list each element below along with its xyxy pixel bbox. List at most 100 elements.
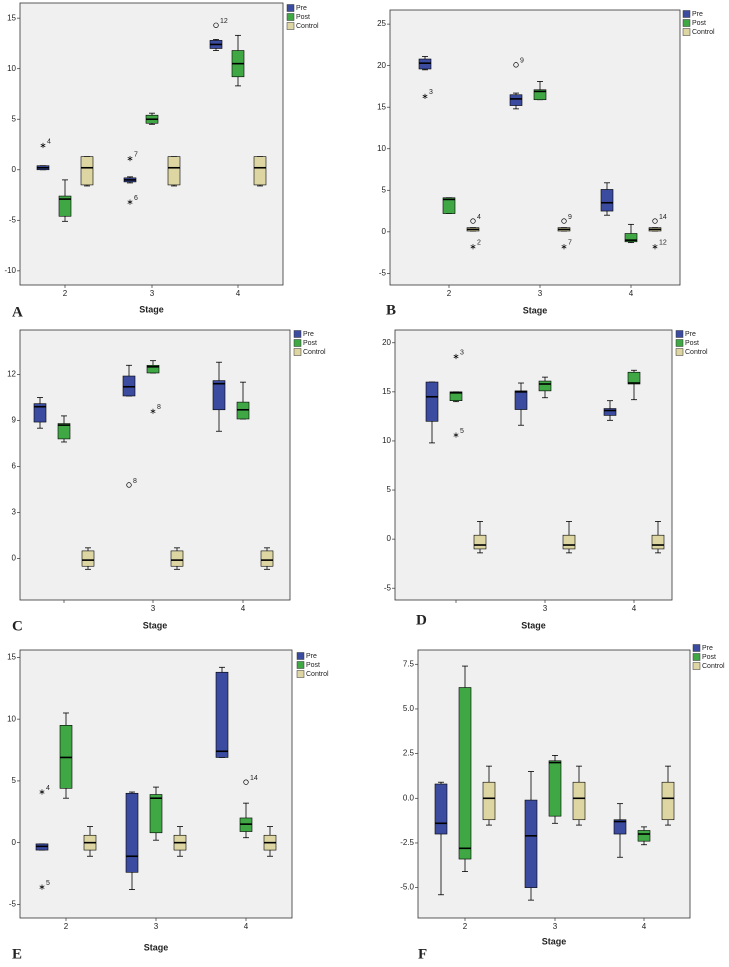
outlier bbox=[126, 482, 132, 488]
outlier bbox=[243, 779, 249, 785]
x-tick-label: 4 bbox=[632, 604, 637, 613]
box bbox=[442, 197, 456, 214]
plot-area bbox=[19, 329, 291, 601]
box bbox=[514, 390, 528, 410]
legend-label: Control bbox=[685, 349, 708, 356]
box bbox=[548, 760, 562, 817]
panel: 15 10 5 0 -5 2 3 4 Stage E Pre 4 5 Post 14 Control bbox=[7, 649, 329, 962]
y-tick-label: 5 bbox=[382, 185, 387, 194]
x-axis-label: Stage bbox=[143, 620, 168, 630]
legend-label: Pre bbox=[296, 5, 307, 12]
x-tick-label: 3 bbox=[150, 289, 155, 298]
x-axis-label: Stage bbox=[521, 620, 546, 630]
legend-label: Control bbox=[702, 663, 725, 670]
outlier-label: 3 bbox=[460, 349, 464, 356]
outlier bbox=[453, 353, 459, 360]
legend-label: Post bbox=[296, 14, 310, 21]
x-tick-label: 3 bbox=[553, 922, 558, 931]
legend-swatch bbox=[296, 670, 305, 678]
box bbox=[603, 408, 617, 416]
legend-label: Post bbox=[303, 340, 317, 347]
x-tick-label: 4 bbox=[236, 289, 241, 298]
y-tick-label: 9 bbox=[12, 416, 17, 425]
y-tick-label: 10 bbox=[7, 714, 16, 723]
outlier-label: 9 bbox=[568, 214, 572, 221]
y-tick-label: 3 bbox=[12, 508, 17, 517]
y-tick-label: 5.0 bbox=[403, 704, 415, 713]
box bbox=[533, 89, 547, 101]
x-tick-label: 2 bbox=[63, 289, 68, 298]
outlier bbox=[470, 244, 476, 250]
outlier bbox=[422, 93, 428, 100]
x-tick-label: 2 bbox=[447, 289, 452, 298]
outlier bbox=[561, 244, 567, 250]
x-tick-label: 2 bbox=[463, 922, 468, 931]
outlier-label: 8 bbox=[133, 478, 137, 485]
outlier bbox=[39, 884, 45, 890]
box bbox=[80, 156, 94, 186]
box bbox=[167, 156, 181, 186]
panel-label: E bbox=[12, 946, 22, 962]
box bbox=[509, 94, 523, 106]
outlier-label: 12 bbox=[659, 240, 667, 247]
y-tick-label: -5.0 bbox=[400, 883, 414, 892]
legend-swatch bbox=[675, 339, 684, 347]
legend-swatch bbox=[692, 662, 701, 670]
y-tick-label: 7.5 bbox=[403, 659, 415, 668]
outlier-label: 5 bbox=[46, 880, 50, 887]
box bbox=[613, 819, 627, 835]
x-axis-label: Stage bbox=[144, 942, 169, 952]
panel: 20 15 10 5 0 -5 3 4 Stage D Pre Post 3 5 Control bbox=[382, 329, 708, 630]
panel-label: F bbox=[418, 946, 427, 962]
outlier-label: 2 bbox=[477, 240, 481, 247]
outlier bbox=[513, 62, 519, 68]
legend-swatch bbox=[286, 13, 295, 21]
panel: 15 10 5 0 -5 -10 2 3 4 Stage A Pre 4 7 6 12 Post Control bbox=[4, 2, 319, 320]
outlier bbox=[150, 408, 156, 414]
y-tick-label: -5 bbox=[384, 583, 392, 592]
x-tick-label: 3 bbox=[154, 922, 159, 931]
plot-area bbox=[394, 329, 673, 601]
box bbox=[58, 195, 72, 217]
legend-swatch bbox=[682, 10, 691, 18]
outlier-label: 5 bbox=[460, 428, 464, 435]
outlier bbox=[470, 218, 476, 224]
outlier-label: 4 bbox=[477, 214, 481, 221]
y-tick-label: 0 bbox=[12, 554, 17, 563]
y-tick-label: -5 bbox=[379, 268, 387, 277]
box bbox=[253, 156, 267, 186]
box bbox=[212, 380, 226, 411]
x-tick-label: 4 bbox=[629, 289, 634, 298]
panel: 7.5 5.0 2.5 0.0 -2.5 -5.0 2 3 4 Stage F Pre Post Cont… bbox=[400, 644, 725, 962]
y-tick-label: 15 bbox=[7, 653, 16, 662]
x-tick-label: 2 bbox=[64, 922, 69, 931]
outlier-label: 8 bbox=[157, 404, 161, 411]
outlier-label: 7 bbox=[134, 151, 138, 158]
legend-swatch bbox=[286, 4, 295, 12]
y-tick-label: 20 bbox=[377, 61, 386, 70]
legend-swatch bbox=[296, 661, 305, 669]
x-tick-label: 4 bbox=[241, 604, 246, 613]
legend-label: Pre bbox=[685, 331, 696, 338]
x-tick-label: 3 bbox=[538, 289, 543, 298]
legend-label: Pre bbox=[303, 331, 314, 338]
legend-swatch bbox=[682, 19, 691, 27]
box bbox=[661, 781, 675, 821]
legend-label: Control bbox=[296, 23, 319, 30]
outlier bbox=[127, 156, 133, 162]
legend-swatch bbox=[293, 339, 302, 347]
box bbox=[146, 364, 160, 374]
outlier bbox=[652, 244, 658, 250]
outlier bbox=[40, 142, 46, 149]
y-tick-label: 0.0 bbox=[403, 793, 415, 802]
outlier-label: 14 bbox=[659, 214, 667, 221]
plot-area bbox=[389, 9, 681, 286]
legend-swatch bbox=[293, 330, 302, 338]
box bbox=[425, 381, 439, 422]
box bbox=[458, 687, 472, 860]
panel-label: A bbox=[12, 304, 23, 320]
legend-label: Pre bbox=[306, 653, 317, 660]
panel: 12 9 6 3 0 3 4 Stage C Pre 8 Post 8 Control bbox=[7, 329, 326, 634]
legend-label: Control bbox=[306, 671, 329, 678]
